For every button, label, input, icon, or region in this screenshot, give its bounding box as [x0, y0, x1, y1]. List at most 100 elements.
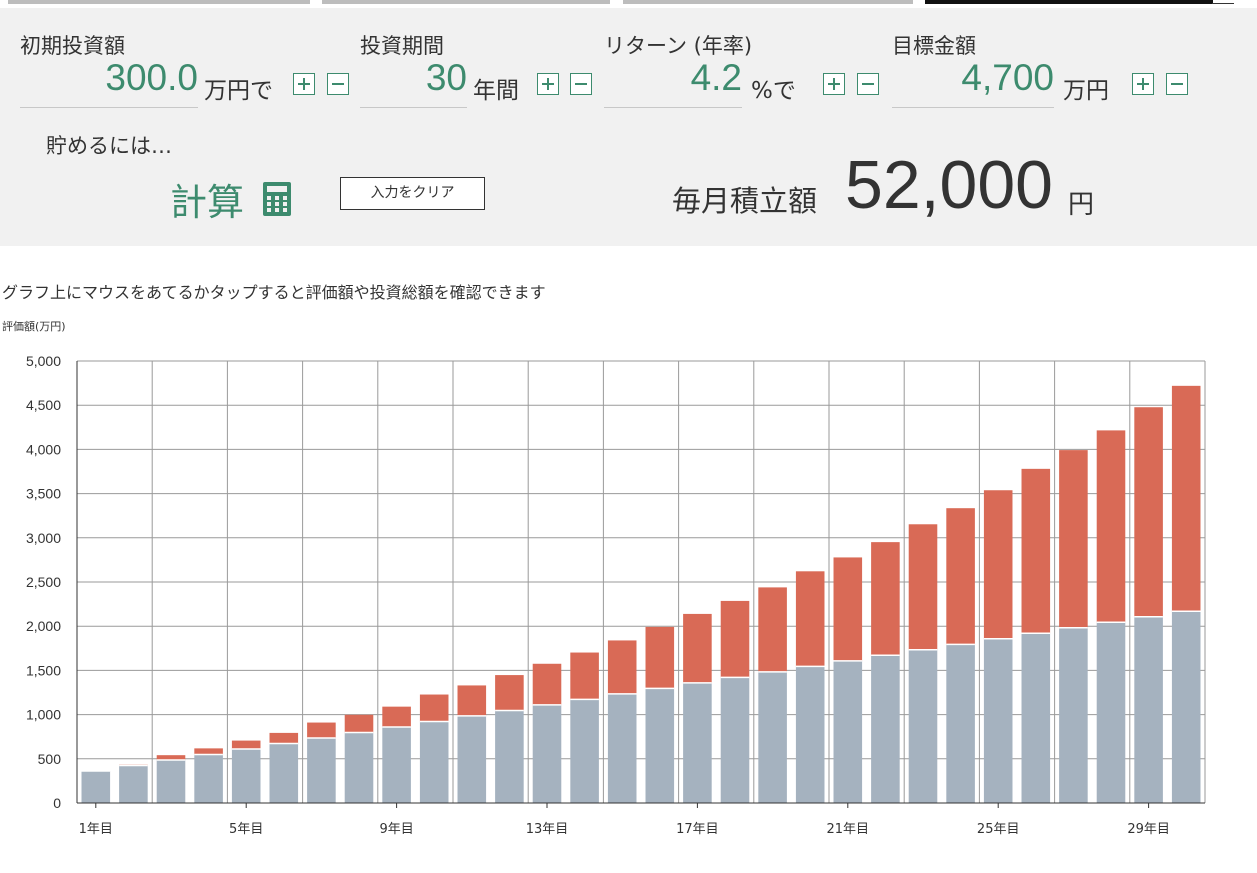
y-tick-label: 3,500 — [26, 486, 61, 502]
return-unit: %で — [751, 78, 796, 104]
save-prompt: 貯めるには… — [46, 134, 172, 158]
target-label: 目標金額 — [892, 34, 976, 58]
bar-principal — [119, 765, 148, 803]
bar-principal — [983, 638, 1013, 803]
clear-button[interactable]: 入力をクリア — [340, 177, 485, 210]
bar-gain — [382, 706, 411, 727]
y-tick-label: 2,500 — [26, 574, 61, 590]
bar-gain — [1096, 430, 1126, 623]
bar-gain — [1171, 385, 1201, 612]
chart-instructions: グラフ上にマウスをあてるかタップすると評価額や投資総額を確認できます — [2, 283, 546, 302]
return-minus-button[interactable] — [857, 73, 879, 95]
initial-minus-button[interactable] — [327, 73, 349, 95]
bar-gain — [1021, 468, 1051, 634]
bar-gain — [457, 685, 487, 716]
x-tick-label: 1年目 — [79, 822, 113, 837]
y-tick-label: 500 — [38, 751, 62, 767]
initial-value[interactable]: 300.0 — [105, 57, 198, 98]
bar-principal — [570, 699, 599, 803]
x-tick-label: 17年目 — [676, 822, 719, 837]
return-label: リターン (年率) — [604, 34, 753, 58]
bar-gain — [1134, 407, 1163, 617]
y-tick-label: 2,000 — [26, 618, 61, 634]
bar-gain — [946, 508, 975, 645]
bar-principal — [1059, 627, 1088, 803]
bar-gain — [607, 640, 637, 694]
period-unit: 年間 — [473, 78, 519, 104]
bar-gain — [833, 557, 863, 661]
bar-principal — [495, 710, 524, 803]
bar-principal — [532, 704, 562, 803]
x-tick-label: 9年目 — [379, 822, 413, 837]
bar-principal — [457, 715, 487, 803]
return-input[interactable]: 4.2 — [604, 57, 742, 108]
y-tick-label: 1,500 — [26, 662, 61, 678]
bar-gain — [908, 524, 938, 650]
target-plus-button[interactable] — [1132, 73, 1154, 95]
x-tick-label: 21年目 — [827, 822, 870, 837]
calculate-button[interactable]: 計算 — [170, 181, 244, 224]
bar-gain — [983, 490, 1013, 639]
bar-gain — [570, 652, 599, 700]
monthly-amount-unit: 円 — [1068, 190, 1095, 220]
y-tick-label: 5,000 — [26, 353, 61, 369]
bar-gain — [231, 740, 261, 749]
bar-principal — [871, 655, 900, 803]
tab-divider — [1212, 3, 1234, 4]
tab-4-active[interactable] — [925, 0, 1213, 4]
bar-principal — [720, 677, 750, 803]
bar-gain — [683, 613, 712, 683]
bar-gain — [194, 748, 223, 755]
bar-gain — [532, 663, 562, 705]
bar-principal — [946, 644, 975, 803]
monthly-amount-value: 52,000 — [845, 147, 1053, 223]
period-value[interactable]: 30 — [425, 57, 467, 98]
tab-2[interactable] — [322, 0, 610, 4]
bar-gain — [419, 694, 449, 722]
target-input[interactable]: 4,700 — [892, 57, 1054, 108]
target-value[interactable]: 4,700 — [961, 57, 1054, 98]
bar-principal — [833, 660, 863, 803]
bar-principal — [645, 688, 675, 803]
bar-gain — [720, 600, 750, 678]
initial-label: 初期投資額 — [20, 34, 125, 58]
bar-principal — [683, 682, 712, 803]
period-plus-button[interactable] — [537, 73, 559, 95]
calculator-icon[interactable] — [263, 182, 291, 216]
y-axis-title: 評価額(万円) — [2, 320, 66, 333]
monthly-amount-label: 毎月積立額 — [672, 184, 818, 218]
bar-principal — [344, 732, 374, 803]
y-tick-label: 3,000 — [26, 530, 61, 546]
initial-input[interactable]: 300.0 — [20, 57, 198, 108]
period-input[interactable]: 30 — [360, 57, 467, 108]
initial-plus-button[interactable] — [293, 73, 315, 95]
y-tick-label: 4,000 — [26, 441, 61, 457]
y-tick-label: 4,500 — [26, 397, 61, 413]
bar-principal — [382, 726, 411, 803]
bar-gain — [344, 714, 374, 733]
x-tick-label: 25年目 — [977, 822, 1020, 837]
bar-principal — [795, 666, 825, 803]
bar-gain — [1059, 450, 1088, 628]
stacked-bar-chart[interactable]: 0 500 1,000 1,500 2,000 2,500 3,000 3,500 4,000 4… — [0, 340, 1257, 850]
bar-principal — [1171, 611, 1201, 803]
period-minus-button[interactable] — [570, 73, 592, 95]
bar-gain — [758, 587, 787, 672]
bar-principal — [1134, 616, 1163, 803]
target-minus-button[interactable] — [1166, 73, 1188, 95]
bar-gain — [307, 722, 336, 739]
return-value[interactable]: 4.2 — [690, 57, 742, 98]
tab-1[interactable] — [8, 0, 310, 4]
x-tick-label: 29年目 — [1127, 822, 1170, 837]
bar-principal — [758, 671, 787, 803]
bar-principal — [1096, 622, 1126, 803]
tab-3[interactable] — [623, 0, 913, 4]
bar-gain — [156, 755, 186, 761]
bar-principal — [81, 770, 111, 803]
bar-principal — [607, 693, 637, 803]
bar-principal — [419, 721, 449, 803]
period-label: 投資期間 — [360, 34, 444, 58]
input-panel: 初期投資額 300.0 万円で 投資期間 30 年間 リターン (年率) 4.2… — [0, 8, 1257, 246]
y-tick-label: 0 — [53, 795, 61, 811]
return-plus-button[interactable] — [823, 73, 845, 95]
